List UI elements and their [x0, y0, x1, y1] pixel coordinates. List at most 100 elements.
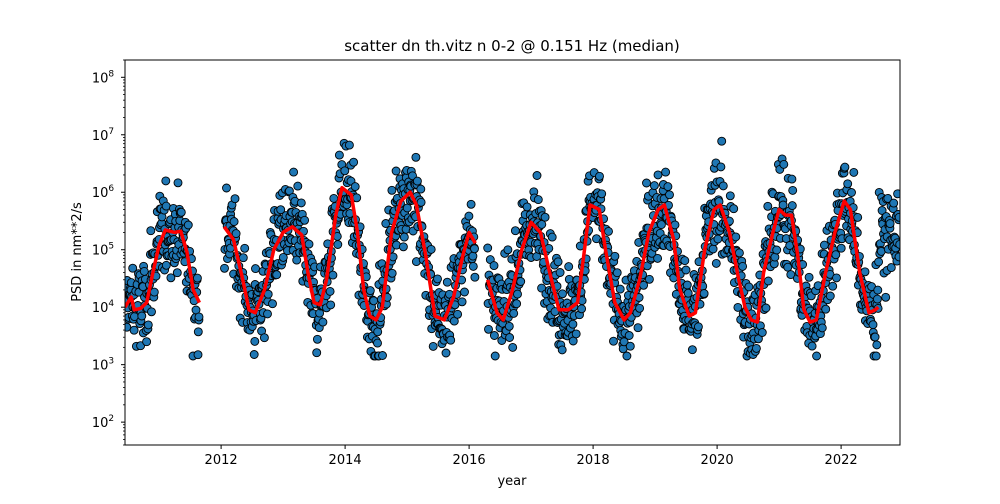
scatter-point [744, 282, 754, 292]
scatter-point [609, 336, 618, 346]
scatter-point [717, 136, 727, 146]
scatter-point [873, 285, 883, 295]
scatter-point [522, 202, 532, 212]
scatter-point [334, 150, 344, 160]
scatter-point [391, 166, 401, 176]
scatter-point [663, 182, 673, 192]
scatter-point [597, 189, 607, 199]
scatter-point [296, 198, 306, 208]
scatter-point [453, 309, 463, 319]
scatter-point [509, 308, 519, 318]
scatter-point [142, 337, 152, 347]
scatter-point [537, 219, 547, 229]
scatter-point [571, 329, 581, 339]
scatter-point [139, 266, 149, 276]
scatter-point [416, 197, 426, 207]
scatter-point [610, 251, 620, 261]
scatter-point [137, 311, 147, 321]
scatter-point [263, 309, 272, 319]
scatter-point [847, 188, 856, 197]
scatter-point [872, 340, 882, 350]
scatter-point [787, 174, 797, 184]
chart-title: scatter dn th.vitz n 0-2 @ 0.151 Hz (med… [344, 37, 680, 55]
x-tick-label: 2020 [701, 453, 734, 468]
scatter-point [725, 191, 735, 201]
scatter-point [161, 176, 171, 186]
median-line-layer [125, 185, 880, 324]
scatter-point [240, 243, 250, 253]
scatter-point [821, 304, 831, 314]
scatter-point [577, 304, 587, 314]
scatter-point [633, 323, 643, 333]
scatter-point [251, 264, 260, 274]
scatter-point [757, 328, 767, 337]
scatter-point [292, 255, 302, 265]
y-tick-label: 104 [92, 299, 115, 316]
median-line [486, 199, 880, 324]
scatter-point [312, 348, 322, 358]
scatter-point [412, 176, 422, 186]
scatter-point [787, 201, 797, 211]
scatter-point [446, 335, 456, 345]
scatter-point [788, 185, 798, 195]
scatter-point [874, 257, 884, 267]
scatter-point [510, 226, 520, 236]
scatter-point [503, 245, 513, 255]
scatter-point [304, 239, 314, 249]
scatter-point [249, 350, 259, 359]
scatter-point [564, 262, 574, 272]
scatter-point [344, 140, 354, 150]
scatter-point [489, 331, 499, 340]
scatter-point [325, 286, 335, 296]
scatter-point [734, 248, 744, 258]
scatter-point [713, 234, 723, 244]
scatter-point [819, 240, 829, 250]
scatter-point [220, 263, 229, 273]
scatter-point [731, 232, 741, 242]
scatter-point [161, 260, 171, 270]
y-tick-label: 107 [92, 127, 114, 144]
y-tick-label: 105 [92, 242, 114, 259]
scatter-point [893, 189, 900, 199]
scatter-point [222, 183, 231, 193]
y-tick-label: 108 [92, 69, 115, 86]
scatter-point [612, 268, 622, 278]
scatter-point [416, 184, 426, 194]
scatter-point [738, 261, 748, 271]
scatter-point [192, 273, 202, 283]
scatter-point [318, 317, 328, 327]
scatter-point [831, 250, 841, 260]
scatter-point [532, 171, 542, 180]
scatter-point [411, 152, 421, 162]
scatter-point [365, 286, 375, 296]
scatter-point [595, 171, 604, 181]
scatter-point [143, 320, 153, 330]
scatter-point [615, 284, 625, 294]
x-tick-label: 2016 [453, 453, 486, 468]
scatter-point [871, 351, 881, 361]
scatter-point [642, 178, 651, 188]
scatter-point [716, 162, 726, 172]
scatter-point [553, 257, 563, 267]
scatter-point [231, 229, 241, 239]
scatter-point [889, 198, 899, 208]
scatter-point [682, 280, 692, 290]
scatter-point [883, 193, 893, 203]
scatter-point [489, 261, 499, 271]
scatter-point [513, 289, 522, 299]
scatter-point [817, 323, 827, 333]
scatter-point [681, 265, 691, 275]
scatter-point [272, 270, 282, 280]
scatter-point [665, 190, 674, 200]
scatter-point [328, 270, 338, 280]
scatter-point [229, 217, 239, 227]
scatter-point [173, 178, 183, 188]
scatter-point [778, 200, 788, 210]
scatter-point [872, 294, 882, 304]
scatter-point [661, 167, 671, 177]
scatter-point [832, 273, 841, 283]
scatter-point [333, 240, 343, 249]
scatter-point [147, 307, 156, 317]
scatter-point [464, 211, 474, 221]
